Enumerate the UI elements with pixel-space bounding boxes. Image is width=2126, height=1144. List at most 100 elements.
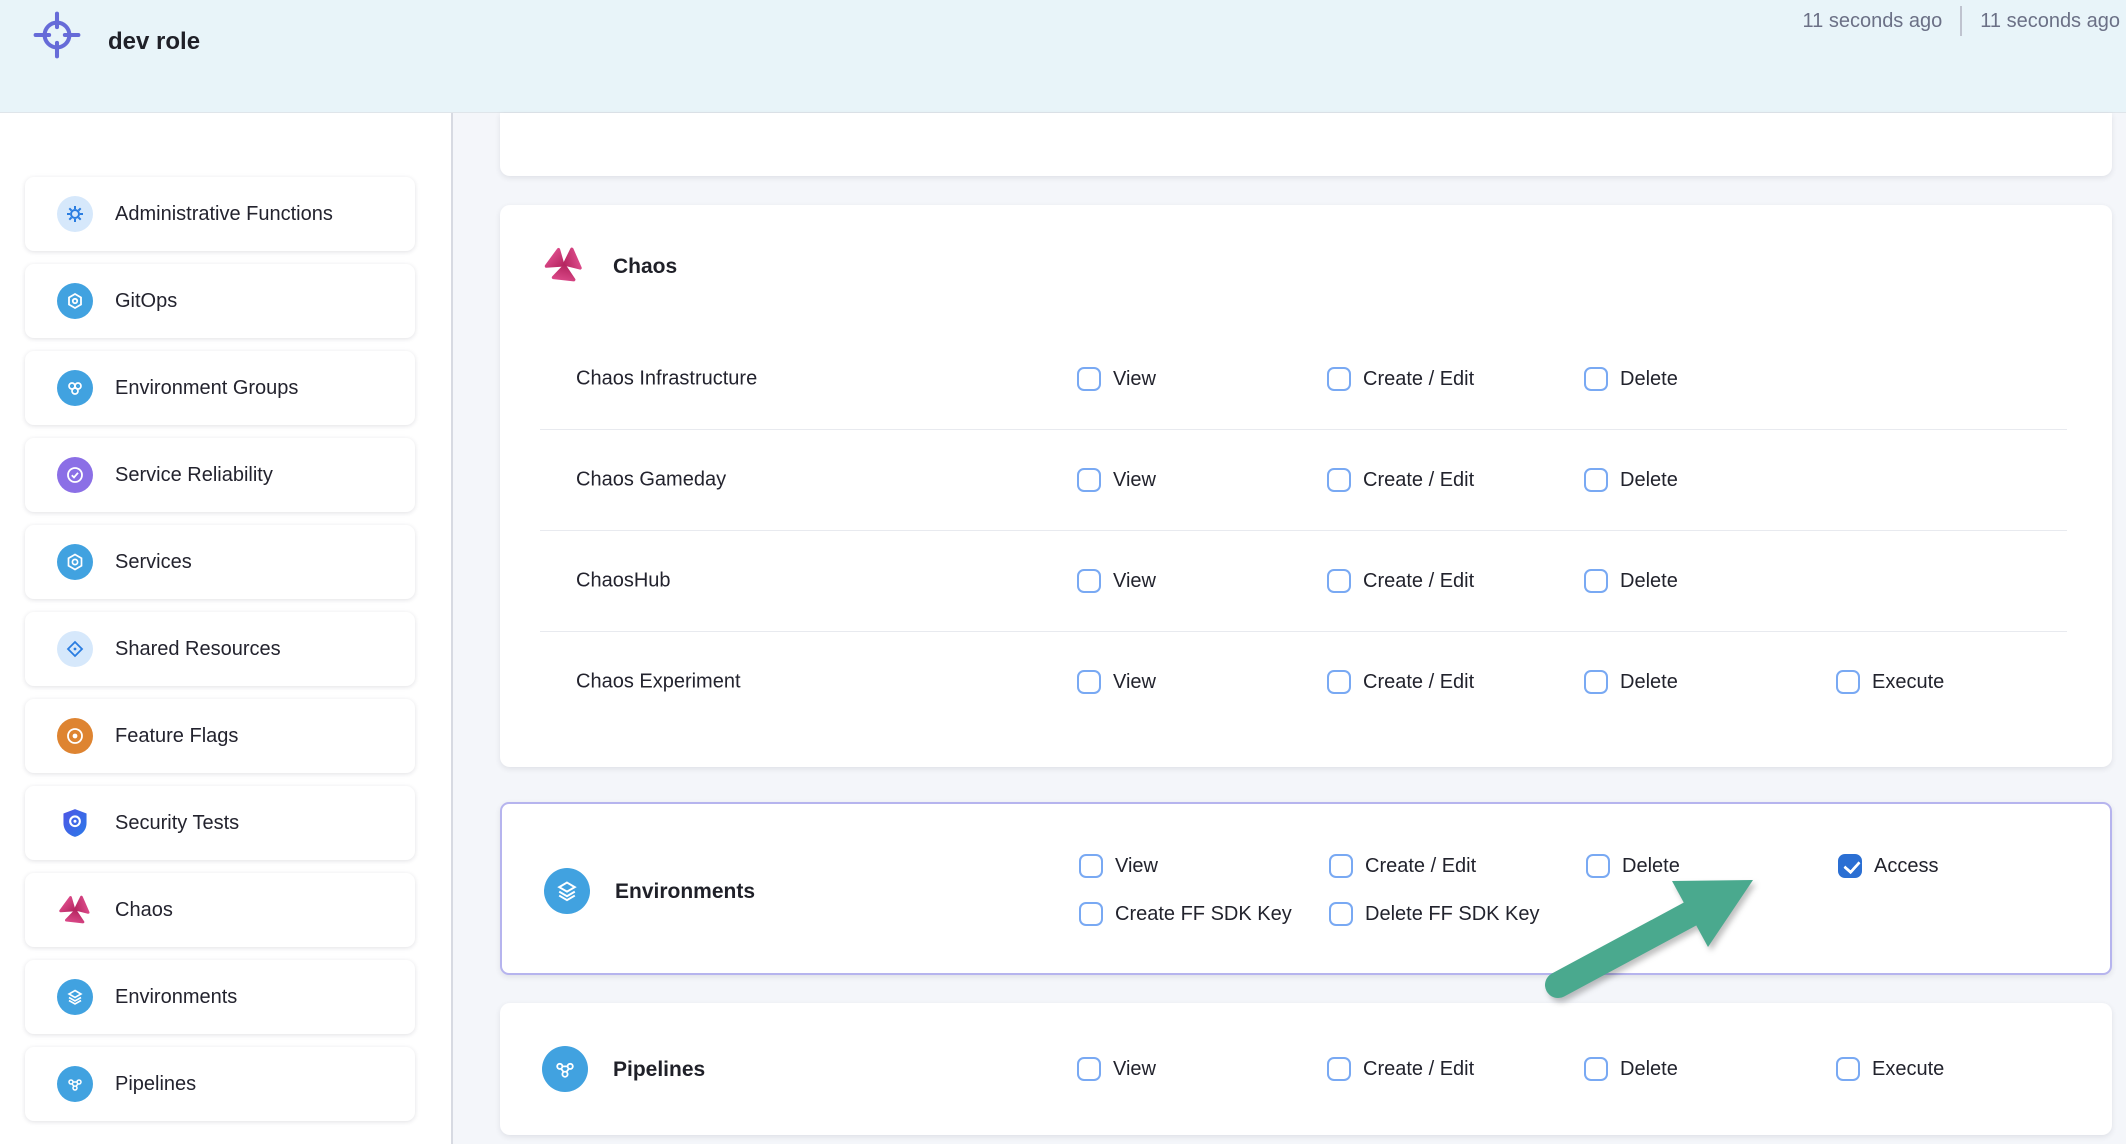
checkbox-label: View: [1115, 854, 1158, 877]
checkbox-label: View: [1113, 569, 1156, 592]
pipelines-icon: [542, 1046, 588, 1092]
sidebar-item-label: Service Reliability: [115, 463, 273, 486]
services-icon: [57, 544, 93, 580]
permission-row-chaos-infrastructure: Chaos Infrastructure View Create / Edit …: [500, 329, 2112, 429]
card-title-environments: Environments: [615, 880, 756, 903]
previous-card-partial: [500, 113, 2112, 176]
pipelines-permissions-card: Pipelines View Create / Edit Delete Exec…: [500, 1003, 2112, 1135]
checkbox-create-ff-sdk-key[interactable]: [1079, 902, 1103, 926]
checkbox-label: Delete: [1620, 367, 1678, 390]
checkbox-create-edit[interactable]: [1327, 367, 1351, 391]
checkbox-delete-ff-sdk-key[interactable]: [1329, 902, 1353, 926]
checkbox-label: Create / Edit: [1363, 569, 1475, 592]
checkbox-label: Delete: [1620, 569, 1678, 592]
created-timestamp: 11 seconds ago: [1980, 9, 2120, 32]
security-shield-icon: [57, 805, 93, 841]
checkbox-create-edit[interactable]: [1327, 569, 1351, 593]
sidebar-item-shared-resources[interactable]: Shared Resources: [25, 612, 415, 686]
page-header: dev role 11 seconds ago 11 seconds ago: [0, 0, 2126, 113]
checkbox-access[interactable]: [1838, 854, 1862, 878]
checkbox-delete[interactable]: [1584, 1057, 1608, 1081]
sidebar-item-label: Security Tests: [115, 811, 240, 834]
sidebar-item-pipelines[interactable]: Pipelines: [25, 1047, 415, 1121]
checkbox-label: Create / Edit: [1363, 468, 1475, 491]
sidebar-item-label: Feature Flags: [115, 724, 239, 747]
card-title-chaos: Chaos: [613, 255, 678, 278]
checkbox-create-edit[interactable]: [1327, 468, 1351, 492]
checkbox-create-edit[interactable]: [1329, 854, 1353, 878]
checkbox-execute[interactable]: [1836, 1057, 1860, 1081]
checkbox-delete[interactable]: [1584, 367, 1608, 391]
card-title-pipelines: Pipelines: [613, 1058, 706, 1081]
checkbox-label: View: [1113, 468, 1156, 491]
permissions-panel: Chaos Chaos Infrastructure View Create /…: [453, 113, 2126, 1144]
chaos-pinwheel-icon: [57, 892, 93, 928]
checkbox-view[interactable]: [1077, 670, 1101, 694]
checkbox-delete[interactable]: [1584, 670, 1608, 694]
gitops-icon: [57, 283, 93, 319]
sidebar-item-label: Administrative Functions: [115, 202, 333, 225]
environment-groups-icon: [57, 370, 93, 406]
checkbox-view[interactable]: [1077, 367, 1101, 391]
checkbox-create-edit[interactable]: [1327, 1057, 1351, 1081]
sidebar-item-label: Pipelines: [115, 1072, 197, 1095]
row-divider: [540, 631, 2067, 632]
chaos-permissions-card: Chaos Chaos Infrastructure View Create /…: [500, 205, 2112, 767]
checkbox-delete[interactable]: [1584, 468, 1608, 492]
resource-sidebar: Administrative Functions GitOps Environm…: [0, 113, 453, 1144]
checkbox-delete[interactable]: [1586, 854, 1610, 878]
checkbox-label: Create / Edit: [1365, 854, 1477, 877]
shared-resources-icon: [57, 631, 93, 667]
chaos-pinwheel-icon: [542, 243, 586, 292]
gear-icon: [57, 196, 93, 232]
checkbox-delete[interactable]: [1584, 569, 1608, 593]
checkbox-label: Create FF SDK Key: [1115, 902, 1292, 925]
service-reliability-icon: [57, 457, 93, 493]
permission-row-chaos-experiment: Chaos Experiment View Create / Edit Dele…: [500, 632, 2112, 732]
checkbox-execute[interactable]: [1836, 670, 1860, 694]
environments-icon: [57, 979, 93, 1015]
checkbox-label: Delete: [1620, 468, 1678, 491]
permission-row-chaos-gameday: Chaos Gameday View Create / Edit Delete: [500, 430, 2112, 530]
environments-icon: [544, 868, 590, 914]
checkbox-label: Delete: [1620, 670, 1678, 693]
sidebar-item-service-reliability[interactable]: Service Reliability: [25, 438, 415, 512]
sidebar-item-label: Chaos: [115, 898, 173, 921]
sidebar-item-chaos[interactable]: Chaos: [25, 873, 415, 947]
sidebar-item-environment-groups[interactable]: Environment Groups: [25, 351, 415, 425]
checkbox-label: Create / Edit: [1363, 670, 1475, 693]
checkbox-label: View: [1113, 670, 1156, 693]
checkbox-label: View: [1113, 367, 1156, 390]
sidebar-item-label: Shared Resources: [115, 637, 281, 660]
checkbox-view[interactable]: [1077, 1057, 1101, 1081]
pipelines-icon: [57, 1066, 93, 1102]
environments-permissions-card: Environments View Create / Edit Delete A…: [500, 802, 2112, 975]
row-label: ChaosHub: [576, 569, 671, 592]
checkbox-create-edit[interactable]: [1327, 670, 1351, 694]
checkbox-label: Execute: [1872, 670, 1945, 693]
sidebar-item-label: Services: [115, 550, 192, 573]
sidebar-item-environments[interactable]: Environments: [25, 960, 415, 1034]
row-label: Chaos Infrastructure: [576, 367, 758, 390]
checkbox-label: Delete FF SDK Key: [1365, 902, 1540, 925]
sidebar-item-services[interactable]: Services: [25, 525, 415, 599]
sidebar-item-feature-flags[interactable]: Feature Flags: [25, 699, 415, 773]
checkbox-view[interactable]: [1077, 468, 1101, 492]
row-divider: [540, 530, 2067, 531]
last-updated-timestamp: 11 seconds ago: [1802, 9, 1943, 32]
checkbox-view[interactable]: [1079, 854, 1103, 878]
sidebar-item-security-tests[interactable]: Security Tests: [25, 786, 415, 860]
sidebar-item-gitops[interactable]: GitOps: [25, 264, 415, 338]
sidebar-item-label: Environment Groups: [115, 376, 299, 399]
checkbox-label: Delete: [1622, 854, 1680, 877]
checkbox-label: Create / Edit: [1363, 1057, 1475, 1080]
checkbox-label: View: [1113, 1057, 1156, 1080]
row-divider: [540, 429, 2067, 430]
checkbox-label: Delete: [1620, 1057, 1678, 1080]
sidebar-item-label: GitOps: [115, 289, 178, 312]
role-target-icon: [30, 8, 84, 67]
row-label: Chaos Experiment: [576, 670, 741, 693]
row-label: Chaos Gameday: [576, 468, 727, 491]
sidebar-item-administrative-functions[interactable]: Administrative Functions: [25, 177, 415, 251]
checkbox-view[interactable]: [1077, 569, 1101, 593]
